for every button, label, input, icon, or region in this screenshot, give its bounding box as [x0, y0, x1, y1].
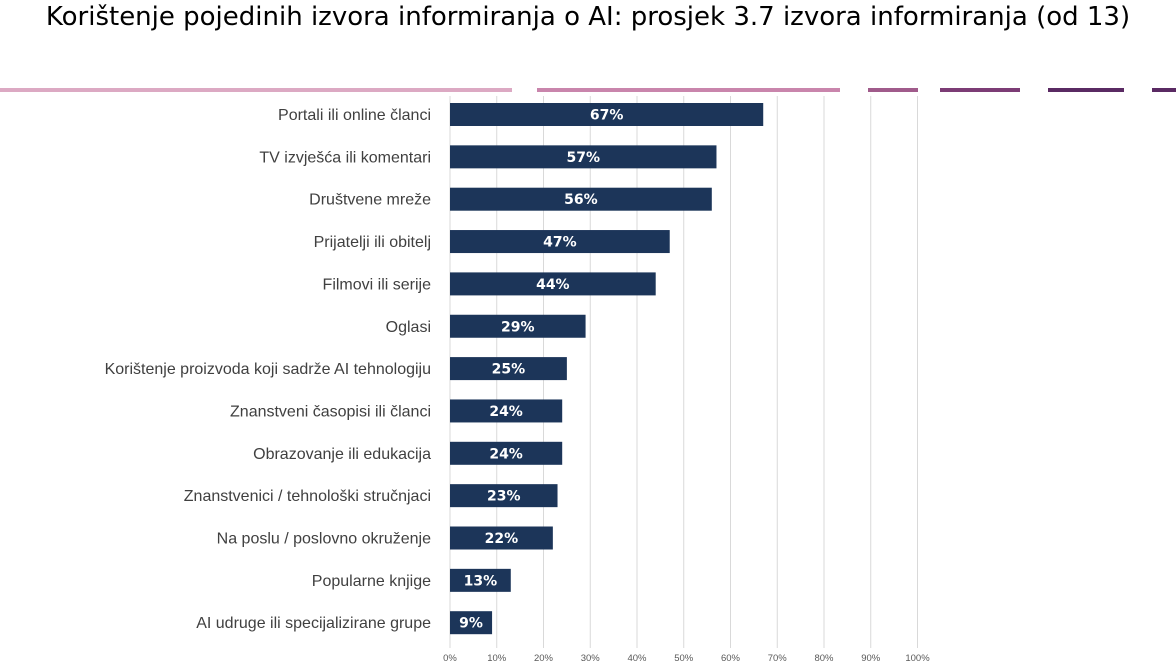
bar [450, 145, 717, 169]
decorative-line-segment [537, 88, 840, 92]
bar [450, 526, 553, 550]
x-tick-label: 90% [861, 653, 881, 664]
bar-value-label: 56% [564, 192, 598, 208]
bar [450, 399, 563, 423]
x-tick-label: 40% [627, 653, 647, 664]
bar-value-label: 24% [489, 446, 523, 462]
bar [450, 103, 764, 126]
category-label: Društvene mreže [309, 192, 431, 209]
bar [450, 230, 670, 254]
bar-value-label: 13% [464, 573, 498, 589]
x-tick-label: 100% [905, 653, 930, 664]
bar-value-label: 25% [492, 362, 526, 378]
bars: 67% 57% 56% 47% 44% 29% 25% 24% 24% 23% 22% 13% 9% [450, 103, 764, 635]
bar [450, 314, 586, 338]
decorative-line-segment [868, 88, 918, 92]
bar-value-label: 24% [489, 404, 523, 420]
bar [450, 187, 712, 211]
x-tick-label: 30% [581, 653, 601, 664]
category-label: Znanstveni časopisi ili članci [230, 403, 431, 420]
category-label: Popularne knjige [312, 573, 431, 590]
decorative-line-segment [1152, 88, 1176, 92]
x-tick-label: 70% [768, 653, 788, 664]
bar-value-label: 29% [501, 319, 535, 335]
category-label: Znanstvenici / tehnološki stručnjaci [184, 488, 431, 505]
bar-value-label: 44% [536, 277, 570, 293]
bar-value-label: 9% [459, 616, 483, 632]
bar-value-label: 47% [543, 235, 577, 251]
bar-value-label: 22% [485, 531, 519, 547]
bar-value-label: 67% [590, 108, 624, 124]
decorative-divider-lines [0, 88, 1176, 92]
decorative-line-segment [0, 88, 512, 92]
decorative-line-segment [940, 88, 1020, 92]
category-labels: Portali ili online članci TV izvješća ili… [105, 107, 432, 632]
bar [450, 611, 493, 635]
category-label: Obrazovanje ili edukacija [253, 446, 431, 463]
category-label: Korištenje proizvoda koji sadrže AI tehn… [105, 361, 431, 378]
category-label: Na poslu / poslovno okruženje [217, 531, 431, 548]
bar-value-label: 23% [487, 489, 521, 505]
category-label: Oglasi [386, 319, 431, 336]
bar [450, 357, 567, 381]
x-tick-label: 80% [814, 653, 834, 664]
x-tick-label: 60% [721, 653, 741, 664]
bar [450, 441, 563, 465]
category-label: AI udruge ili specijalizirane grupe [196, 615, 431, 632]
bar [450, 272, 656, 296]
page-title: Korištenje pojedinih izvora informiranja… [45, 2, 1131, 32]
x-tick-label: 0% [443, 653, 457, 664]
x-tick-label: 50% [674, 653, 694, 664]
x-tick-label: 10% [487, 653, 507, 664]
category-label: Prijatelji ili obitelj [314, 234, 431, 251]
category-label: Filmovi ili serije [323, 276, 432, 293]
bar [450, 568, 511, 592]
x-tick-label: 20% [534, 653, 554, 664]
x-axis-tick-labels: 0% 10% 20% 30% 40% 50% 60% 70% 80% 90% 100% [443, 653, 930, 664]
category-label: Portali ili online članci [278, 107, 431, 124]
decorative-line-segment [1048, 88, 1124, 92]
bar-value-label: 57% [566, 150, 600, 166]
category-label: TV izvješća ili komentari [259, 149, 431, 166]
bar [450, 484, 558, 508]
